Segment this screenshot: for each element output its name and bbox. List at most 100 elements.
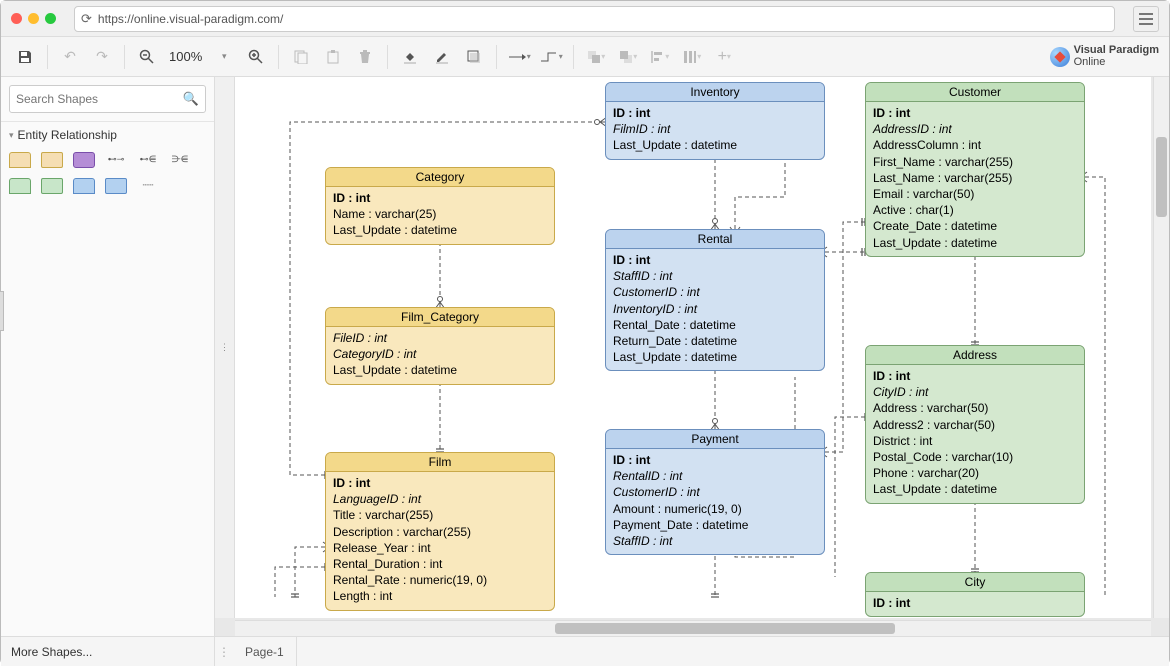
palette-er-section: Entity Relationship ⊷⊸ ⊷⋹ ⋺⋹ ┄┄ xyxy=(1,121,214,198)
entity-purple-icon[interactable] xyxy=(73,152,95,168)
entity-attr: AddressColumn : int xyxy=(873,137,1077,153)
entity-customer[interactable]: CustomerID : intAddressID : intAddressCo… xyxy=(865,82,1085,257)
many-many-conn-icon[interactable]: ⋺⋹ xyxy=(169,152,191,166)
entity-body: ID : intLanguageID : intTitle : varchar(… xyxy=(326,472,554,610)
dash-conn-icon[interactable]: ┄┄ xyxy=(137,178,159,192)
entity-attr: ID : int xyxy=(873,595,1077,611)
copy-button[interactable] xyxy=(287,43,315,71)
logo-line2: Online xyxy=(1074,57,1159,69)
entity-table-icon[interactable] xyxy=(41,152,63,168)
zoom-in-button[interactable] xyxy=(242,43,270,71)
entity-attr: Description : varchar(255) xyxy=(333,524,547,540)
toolbar: ↶ ↷ 100% ▾ ▾ ▾ ▾ ▾ ▾ ▾ +▾ Visual Paradig… xyxy=(1,37,1169,77)
entity-title: Category xyxy=(326,168,554,187)
entity-rental[interactable]: RentalID : intStaffID : intCustomerID : … xyxy=(605,229,825,371)
entity-attr: RentalID : int xyxy=(613,468,817,484)
entity-green-icon[interactable] xyxy=(9,178,31,194)
paste-button[interactable] xyxy=(319,43,347,71)
entity-attr: Last_Name : varchar(255) xyxy=(873,170,1077,186)
line-color-button[interactable] xyxy=(428,43,456,71)
shadow-button[interactable] xyxy=(460,43,488,71)
entity-address[interactable]: AddressID : intCityID : intAddress : var… xyxy=(865,345,1085,504)
page-tab-1[interactable]: Page-1 xyxy=(233,637,297,666)
add-button[interactable]: +▾ xyxy=(710,43,738,71)
entity-attr: AddressID : int xyxy=(873,121,1077,137)
fill-color-button[interactable] xyxy=(396,43,424,71)
entity-title: Rental xyxy=(606,230,824,249)
v-scroll-thumb[interactable] xyxy=(1156,137,1167,217)
sidebar-splitter[interactable] xyxy=(0,291,4,331)
redo-button[interactable]: ↷ xyxy=(88,43,116,71)
canvas-wrap: ⋮ CategoryID : intName : varchar(25)Last… xyxy=(215,77,1169,636)
canvas-splitter[interactable]: ⋮ xyxy=(215,77,235,618)
to-back-button[interactable]: ▾ xyxy=(614,43,642,71)
entity-attr: Rental_Duration : int xyxy=(333,556,547,572)
edge-address-staff[interactable] xyxy=(835,417,865,577)
undo-button[interactable]: ↶ xyxy=(56,43,84,71)
entity-blue-icon[interactable] xyxy=(73,178,95,194)
maximize-dot[interactable] xyxy=(45,13,56,24)
minimize-dot[interactable] xyxy=(28,13,39,24)
entity-attr: Title : varchar(255) xyxy=(333,507,547,523)
entity-city[interactable]: CityID : int xyxy=(865,572,1085,617)
url-input[interactable] xyxy=(98,12,1108,26)
menu-button[interactable] xyxy=(1133,6,1159,32)
entity-shape-icon[interactable] xyxy=(9,152,31,168)
connector-style-button[interactable]: ▾ xyxy=(537,43,565,71)
search-icon[interactable]: 🔍 xyxy=(183,91,199,107)
entity-attr: Address2 : varchar(50) xyxy=(873,417,1077,433)
palette-header[interactable]: Entity Relationship xyxy=(1,122,214,148)
horizontal-scrollbar[interactable] xyxy=(235,620,1151,636)
zoom-level[interactable]: 100% xyxy=(165,49,206,64)
entity-attr: Create_Date : datetime xyxy=(873,218,1077,234)
align-button[interactable]: ▾ xyxy=(646,43,674,71)
one-one-conn-icon[interactable]: ⊷⊸ xyxy=(105,152,127,166)
page-tabs-handle[interactable]: ⋮ xyxy=(215,637,233,666)
edge-film-store[interactable] xyxy=(275,567,325,597)
entity-body: ID : intAddressID : intAddressColumn : i… xyxy=(866,102,1084,256)
zoom-out-button[interactable] xyxy=(133,43,161,71)
entity-attr: Amount : numeric(19, 0) xyxy=(613,501,817,517)
reload-icon[interactable]: ⟳ xyxy=(81,11,92,27)
delete-button[interactable] xyxy=(351,43,379,71)
vertical-scrollbar[interactable] xyxy=(1153,77,1169,618)
more-shapes-button[interactable]: More Shapes... xyxy=(1,637,215,666)
entity-attr: ID : int xyxy=(613,105,817,121)
connector-arrow-button[interactable]: ▾ xyxy=(505,43,533,71)
entity-attr: Address : varchar(50) xyxy=(873,400,1077,416)
shape-search[interactable]: 🔍 xyxy=(9,85,206,113)
url-bar[interactable]: ⟳ xyxy=(74,6,1115,32)
entity-inventory[interactable]: InventoryID : intFilmID : intLast_Update… xyxy=(605,82,825,160)
zoom-dropdown-icon[interactable]: ▾ xyxy=(210,43,238,71)
entity-attr: Length : int xyxy=(333,588,547,604)
save-button[interactable] xyxy=(11,43,39,71)
entity-attr: Phone : varchar(20) xyxy=(873,465,1077,481)
entity-category[interactable]: CategoryID : intName : varchar(25)Last_U… xyxy=(325,167,555,245)
edge-film-language[interactable] xyxy=(295,547,325,597)
workspace: 🔍 Entity Relationship ⊷⊸ ⊷⋹ ⋺⋹ ┄┄ ⋮ xyxy=(1,77,1169,636)
titlebar: ⟳ xyxy=(1,1,1169,37)
entity-attr: Postal_Code : varchar(10) xyxy=(873,449,1077,465)
entity-attr: First_Name : varchar(255) xyxy=(873,154,1077,170)
entity-attr: ID : int xyxy=(333,190,547,206)
shape-search-input[interactable] xyxy=(16,92,183,106)
entity-attr: Return_Date : datetime xyxy=(613,333,817,349)
entity-payment[interactable]: PaymentID : intRentalID : intCustomerID … xyxy=(605,429,825,555)
entity-film[interactable]: FilmID : intLanguageID : intTitle : varc… xyxy=(325,452,555,611)
entity-body: ID : intCityID : intAddress : varchar(50… xyxy=(866,365,1084,503)
canvas[interactable]: CategoryID : intName : varchar(25)Last_U… xyxy=(235,77,1151,618)
entity-body: ID : intName : varchar(25)Last_Update : … xyxy=(326,187,554,244)
distribute-button[interactable]: ▾ xyxy=(678,43,706,71)
h-scroll-thumb[interactable] xyxy=(555,623,895,634)
edge-payment-customer[interactable] xyxy=(825,222,865,452)
close-dot[interactable] xyxy=(11,13,22,24)
entity-film_category[interactable]: Film_CategoryFileID : intCategoryID : in… xyxy=(325,307,555,385)
entity-blue-table-icon[interactable] xyxy=(105,178,127,194)
palette-grid: ⊷⊸ ⊷⋹ ⋺⋹ ┄┄ xyxy=(1,148,214,198)
one-many-conn-icon[interactable]: ⊷⋹ xyxy=(137,152,159,166)
entity-attr: ID : int xyxy=(873,105,1077,121)
to-front-button[interactable]: ▾ xyxy=(582,43,610,71)
entity-attr: FilmID : int xyxy=(613,121,817,137)
edge-customer-store[interactable] xyxy=(1085,177,1105,597)
entity-green-table-icon[interactable] xyxy=(41,178,63,194)
